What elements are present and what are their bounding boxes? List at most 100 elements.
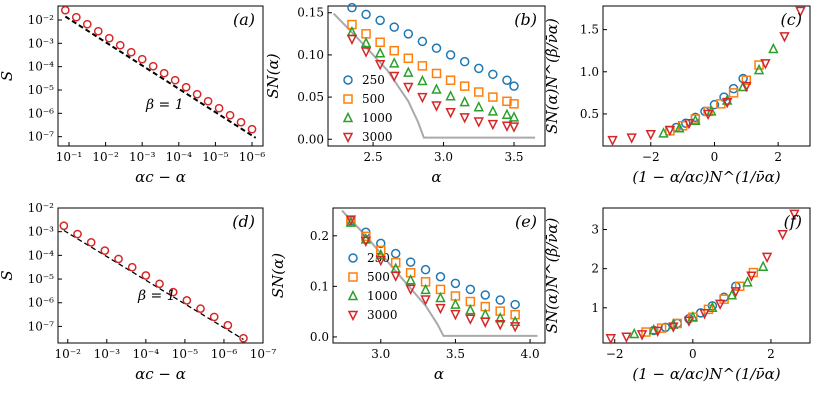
data-point xyxy=(192,89,202,99)
legend-500-marker xyxy=(343,94,353,104)
y-tick-label: 0.00 xyxy=(297,132,324,146)
panel-b: 2.5 3.0 3.5 0.00 0.05 0.10 0.15 250 500 1000 3000 (… xyxy=(264,2,546,186)
series-250-point xyxy=(390,248,401,259)
series-3000-point xyxy=(360,236,372,248)
series-3000-point xyxy=(607,135,618,147)
x-tick-label: 10⁻³ xyxy=(129,150,156,164)
series-3000-point xyxy=(390,271,401,282)
panel-label: (e) xyxy=(515,212,537,231)
x-axis-label: (1 − α/αc)N^(1/ν̄α) xyxy=(632,365,780,383)
series-1000-point xyxy=(768,42,779,54)
legend-3000-marker xyxy=(342,132,354,144)
series-1000-point xyxy=(629,327,640,339)
series-1000-point xyxy=(473,101,484,112)
y-tick-label: 3 xyxy=(591,223,599,237)
legend-3000-label: 3000 xyxy=(367,308,398,322)
plot-frame xyxy=(57,5,264,147)
y-tick-label: 10⁻² xyxy=(28,201,55,215)
y-tick-label: 0.15 xyxy=(297,6,324,20)
x-tick-label: 10⁻⁶ xyxy=(239,150,266,164)
fit-line xyxy=(63,229,244,341)
y-axis-label: S xyxy=(0,270,16,280)
x-tick-label: 2 xyxy=(774,150,782,164)
y-tick-label: 1.0 xyxy=(580,65,599,79)
data-point xyxy=(159,68,169,78)
y-tick-label: 0.2 xyxy=(310,229,329,243)
data-point xyxy=(100,246,110,255)
data-point xyxy=(225,110,235,120)
y-tick-label: 2 xyxy=(591,262,599,276)
series-500-point xyxy=(376,245,386,256)
series-1000-point xyxy=(431,83,442,94)
legend-1000-label: 1000 xyxy=(367,289,398,303)
fit-line xyxy=(64,15,257,139)
y-tick-label: 10⁻⁶ xyxy=(28,106,55,120)
series-1000-point xyxy=(375,248,386,260)
data-point xyxy=(82,19,92,29)
series-1000-point xyxy=(508,111,520,122)
y-axis-label: SN(α) xyxy=(269,253,287,298)
series-250-point xyxy=(495,295,505,305)
beta-annotation: β = 1 xyxy=(145,97,184,113)
x-tick-label: 3.5 xyxy=(504,150,523,164)
x-axis-label: (1 − α/αc)N^(1/ν̄α) xyxy=(632,168,780,186)
series-1000-point xyxy=(674,122,685,133)
x-tick-label: 10⁻⁴ xyxy=(166,150,193,164)
data-point xyxy=(71,12,81,22)
legend-3000-marker xyxy=(347,310,359,322)
series-1000-point xyxy=(405,274,416,285)
data-point xyxy=(239,333,248,343)
series-3000-point xyxy=(508,122,520,133)
legend-250-label: 250 xyxy=(362,73,385,87)
x-tick-label: 10⁻² xyxy=(55,347,82,361)
data-point xyxy=(141,271,151,280)
x-tick-label: −2 xyxy=(642,150,660,164)
series-3000-point xyxy=(789,209,800,221)
series-1000-point xyxy=(360,36,372,48)
series-1000-point xyxy=(726,289,738,300)
x-tick-label: 2.5 xyxy=(364,150,383,164)
series-500-point xyxy=(754,60,764,70)
x-tick-label: 4.0 xyxy=(521,347,540,361)
x-tick-label: 10⁻⁴ xyxy=(133,347,160,361)
series-500-point xyxy=(361,231,371,242)
series-250-point xyxy=(405,257,416,267)
data-point xyxy=(209,312,219,322)
series-3000-point xyxy=(420,295,431,306)
series-1000-point xyxy=(721,94,733,105)
series-3000-point xyxy=(360,47,372,58)
series-3000-point xyxy=(683,316,695,327)
series-250-point xyxy=(403,29,414,39)
series-250-point xyxy=(709,99,720,110)
x-tick-label: 10⁻⁶ xyxy=(211,347,238,361)
series-3000-point xyxy=(459,113,470,124)
legend-500-label: 500 xyxy=(367,270,390,284)
series-1000-point xyxy=(737,80,749,92)
series-500-point xyxy=(431,68,442,79)
x-tick-label: 0 xyxy=(689,347,697,361)
series-250-point xyxy=(465,284,476,295)
series-3000-point xyxy=(345,215,357,226)
panel-a: 10⁻¹ 10⁻² 10⁻³ 10⁻⁴ 10⁻⁵ 10⁻⁶ 10⁻⁷ 10⁻⁶ 10⁻⁵ 10⁻⁴… xyxy=(0,5,266,186)
data-point xyxy=(115,40,125,50)
legend-500-marker xyxy=(348,272,358,282)
y-tick-label: 10⁻⁶ xyxy=(28,296,55,310)
data-point xyxy=(59,221,69,231)
x-axis-label: αc − α xyxy=(135,168,186,186)
plot-frame xyxy=(332,207,546,344)
series-3000-point xyxy=(626,133,637,144)
series-1000-point xyxy=(403,66,414,77)
series-3000-point xyxy=(746,271,757,282)
y-axis-label: SN(α) xyxy=(264,53,282,98)
series-3000-point xyxy=(668,322,679,333)
y-tick-label: 10⁻² xyxy=(28,13,55,27)
plot-frame xyxy=(602,5,811,147)
series-500-point xyxy=(389,45,399,56)
series-3000-point xyxy=(375,255,386,267)
panel-f: −2 0 2 1 2 3 (f) (1 − α/αc)N^(1/ν̄α) SN(α)N^(β/ν… xyxy=(543,207,811,383)
theory-line xyxy=(341,209,538,337)
series-3000-point xyxy=(501,121,513,132)
y-tick-label: 0.1 xyxy=(310,279,329,293)
legend-1000-marker xyxy=(342,111,354,123)
data-point xyxy=(223,320,233,330)
